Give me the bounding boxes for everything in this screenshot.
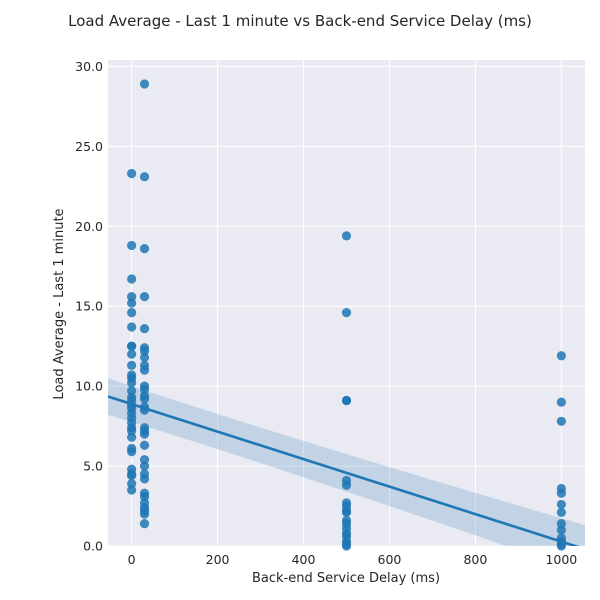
data-point — [556, 416, 566, 426]
data-point — [139, 429, 150, 439]
chart-title: Load Average - Last 1 minute vs Back-end… — [68, 12, 532, 30]
data-point — [139, 509, 150, 519]
data-point — [127, 298, 137, 308]
x-tick-label: 0 — [128, 552, 136, 567]
data-points — [127, 79, 566, 551]
data-point — [139, 474, 150, 484]
y-tick-label: 5.0 — [83, 459, 103, 474]
confidence-band — [108, 378, 585, 546]
data-point — [127, 240, 137, 251]
data-point — [556, 507, 566, 518]
data-point — [139, 346, 150, 356]
data-point — [127, 360, 137, 370]
data-point — [127, 322, 137, 332]
data-point — [341, 307, 352, 318]
data-point — [127, 349, 137, 359]
data-point — [556, 351, 566, 361]
data-point — [341, 231, 352, 241]
data-point — [556, 499, 566, 510]
y-tick-label: 15.0 — [75, 299, 103, 314]
data-point — [139, 461, 150, 471]
y-tick-label: 25.0 — [75, 139, 103, 154]
data-point — [127, 378, 137, 388]
x-tick-labels: 0 200 400 600 800 1000 — [128, 552, 578, 567]
data-point — [556, 519, 566, 529]
data-point — [127, 307, 137, 318]
plot-background — [108, 60, 585, 546]
data-point — [556, 397, 566, 407]
data-point — [127, 485, 137, 495]
y-tick-label: 10.0 — [75, 379, 103, 394]
data-point — [139, 352, 150, 362]
x-tick-label: 600 — [378, 552, 402, 567]
data-point — [139, 519, 150, 529]
x-tick-label: 200 — [206, 552, 230, 567]
data-point — [127, 432, 137, 442]
data-point — [127, 479, 137, 489]
data-point — [139, 244, 150, 254]
data-point — [139, 79, 150, 89]
y-tick-label: 0.0 — [83, 539, 103, 554]
data-point — [139, 440, 150, 450]
x-axis-label: Back-end Service Delay (ms) — [252, 571, 440, 586]
y-tick-label: 30.0 — [75, 59, 103, 74]
y-tick-label: 20.0 — [75, 219, 103, 234]
data-point — [139, 172, 150, 182]
data-point — [127, 447, 137, 457]
data-point — [127, 292, 137, 302]
data-point — [139, 365, 150, 375]
grid-lines — [108, 60, 585, 547]
data-point — [139, 384, 150, 394]
confidence-band-layer — [108, 378, 585, 546]
x-tick-label: 800 — [463, 552, 487, 567]
data-point — [341, 480, 352, 490]
data-point — [139, 491, 150, 502]
data-point — [127, 386, 137, 396]
data-point — [127, 274, 137, 284]
data-point — [139, 455, 150, 465]
x-tick-label: 1000 — [545, 552, 577, 567]
data-point — [139, 292, 150, 302]
data-point — [139, 394, 150, 404]
data-point — [556, 488, 566, 498]
data-point — [341, 507, 352, 518]
data-point — [341, 541, 352, 551]
data-point — [127, 168, 137, 179]
y-axis-label: Load Average - Last 1 minute — [52, 208, 67, 399]
data-point — [127, 471, 137, 481]
data-point — [127, 341, 137, 351]
data-point — [341, 395, 352, 406]
data-point — [127, 426, 137, 436]
data-point — [139, 323, 150, 334]
y-tick-labels: 0.0 5.0 10.0 15.0 20.0 25.0 30.0 — [75, 59, 103, 554]
data-point — [556, 525, 566, 535]
x-tick-label: 400 — [292, 552, 316, 567]
regression-line-layer — [108, 395, 580, 546]
regression-line — [108, 395, 580, 546]
